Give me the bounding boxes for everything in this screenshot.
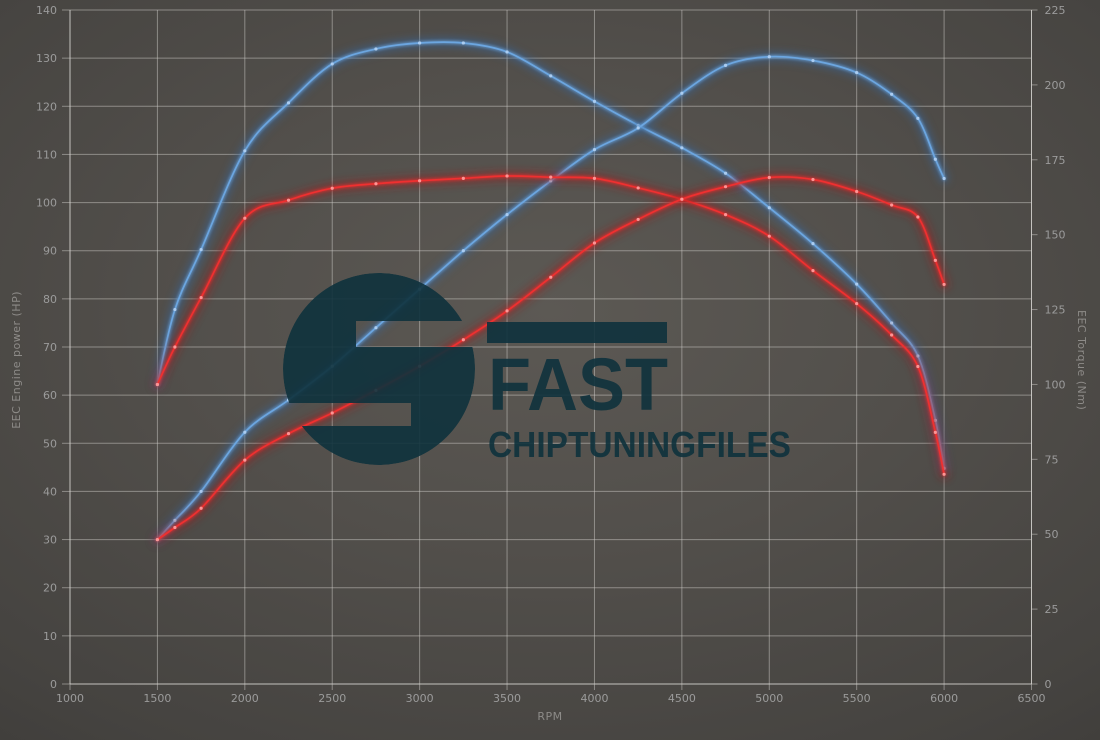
- fast-logo: FAST CHIPTUNINGFILES: [283, 273, 791, 465]
- left-axis-tick-label: 70: [43, 341, 57, 354]
- x-axis-tick-label: 3500: [493, 692, 521, 705]
- left-axis-tick-label: 110: [36, 148, 57, 161]
- logo-subtitle-text: CHIPTUNINGFILES: [488, 424, 791, 465]
- x-axis-tick-label: 3000: [406, 692, 434, 705]
- left-axis-tick-label: 60: [43, 389, 57, 402]
- left-axis-tick-label: 130: [36, 52, 57, 65]
- right-axis-tick-label: 125: [1045, 304, 1066, 317]
- x-axis-tick-label: 6000: [930, 692, 958, 705]
- logo-bar: [487, 322, 667, 343]
- tuned-torque-curve: [152, 37, 950, 474]
- right-axis-tick-label: 100: [1045, 378, 1066, 391]
- left-axis-tick-label: 90: [43, 245, 57, 258]
- logo-brand-text: FAST: [488, 343, 668, 426]
- left-axis-tick-label: 20: [43, 582, 57, 595]
- left-axis-tick-label: 120: [36, 100, 57, 113]
- x-axis-tick-label: 1000: [56, 692, 84, 705]
- dyno-curves: [152, 37, 950, 545]
- right-axis-tick-label: 75: [1045, 453, 1059, 466]
- x-axis-tick-label: 1500: [143, 692, 171, 705]
- right-axis-tick-label: 0: [1045, 678, 1052, 691]
- x-axis-tick-label: 5500: [843, 692, 871, 705]
- right-axis-tick-label: 225: [1045, 4, 1066, 17]
- original-torque-curve: [152, 170, 950, 480]
- left-axis-tick-label: 50: [43, 437, 57, 450]
- x-axis-tick-label: 2000: [231, 692, 259, 705]
- left-axis-tick-label: 30: [43, 534, 57, 547]
- x-axis-tick-label: 5000: [755, 692, 783, 705]
- left-axis-tick-label: 40: [43, 485, 57, 498]
- right-axis-tick-label: 150: [1045, 229, 1066, 242]
- left-axis-tick-label: 0: [50, 678, 57, 691]
- right-axis-tick-label: 50: [1045, 528, 1059, 541]
- x-axis-tick-label: 2500: [318, 692, 346, 705]
- original-power-curve: [152, 171, 950, 545]
- right-axis-tick-label: 200: [1045, 79, 1066, 92]
- axis-tick-labels: 0 10 20 30 40 50 60 70 80 90 100 110 120 130 140 0 25 50 7…: [36, 4, 1066, 705]
- x-axis-tick-label: 6500: [1018, 692, 1046, 705]
- left-axis-tick-label: 100: [36, 197, 57, 210]
- left-axis-tick-label: 80: [43, 293, 57, 306]
- right-axis-tick-label: 175: [1045, 154, 1066, 167]
- left-axis-tick-label: 140: [36, 4, 57, 17]
- x-axis-tick-label: 4000: [580, 692, 608, 705]
- right-axis-tick-label: 25: [1045, 603, 1059, 616]
- x-axis-tick-label: 4500: [668, 692, 696, 705]
- axis-frame: [62, 9, 1038, 690]
- logo-s-icon: [283, 273, 475, 465]
- left-axis-tick-label: 10: [43, 630, 57, 643]
